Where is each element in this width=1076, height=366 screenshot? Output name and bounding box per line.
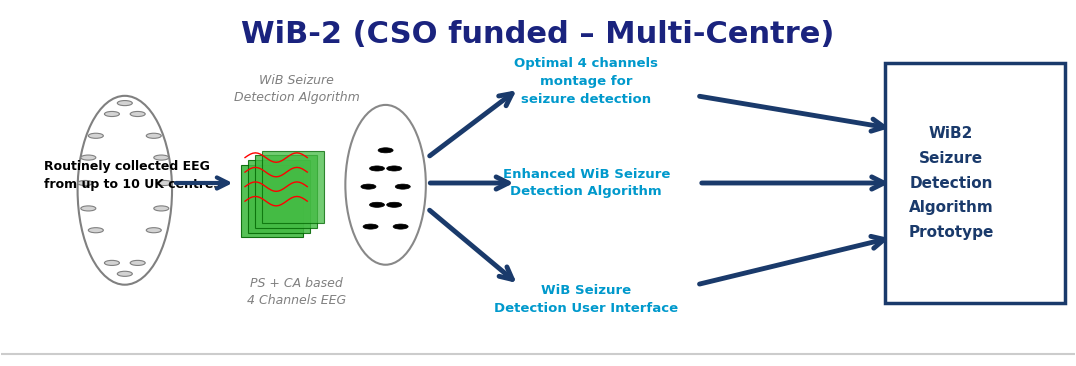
Text: WiB2
Seizure
Detection
Algorithm
Prototype: WiB2 Seizure Detection Algorithm Prototy… — [908, 126, 994, 240]
Text: PS + CA based
4 Channels EEG: PS + CA based 4 Channels EEG — [247, 277, 346, 307]
Circle shape — [386, 202, 401, 207]
Circle shape — [77, 180, 93, 186]
Circle shape — [88, 133, 103, 138]
FancyBboxPatch shape — [261, 151, 324, 223]
Circle shape — [378, 148, 393, 153]
Circle shape — [157, 180, 172, 186]
FancyBboxPatch shape — [241, 165, 303, 238]
Text: WiB Seizure
Detection Algorithm: WiB Seizure Detection Algorithm — [233, 74, 359, 104]
FancyBboxPatch shape — [255, 156, 317, 228]
Circle shape — [104, 260, 119, 265]
Circle shape — [88, 228, 103, 233]
Circle shape — [81, 155, 96, 160]
Circle shape — [104, 111, 119, 116]
Circle shape — [117, 271, 132, 276]
Circle shape — [393, 224, 408, 229]
Text: WiB-2 (CSO funded – Multi-Centre): WiB-2 (CSO funded – Multi-Centre) — [241, 19, 835, 49]
FancyBboxPatch shape — [247, 160, 310, 233]
Text: Enhanced WiB Seizure
Detection Algorithm: Enhanced WiB Seizure Detection Algorithm — [502, 168, 670, 198]
Circle shape — [363, 224, 378, 229]
Circle shape — [360, 184, 376, 189]
Circle shape — [146, 228, 161, 233]
Text: Optimal 4 channels
montage for
seizure detection: Optimal 4 channels montage for seizure d… — [514, 57, 659, 106]
Circle shape — [81, 206, 96, 211]
Circle shape — [386, 166, 401, 171]
Circle shape — [154, 155, 169, 160]
Circle shape — [369, 166, 384, 171]
Circle shape — [130, 260, 145, 265]
Circle shape — [130, 111, 145, 116]
Circle shape — [117, 101, 132, 106]
Text: Routinely collected EEG
from up to 10 UK centres: Routinely collected EEG from up to 10 UK… — [44, 160, 222, 191]
Circle shape — [395, 184, 410, 189]
Text: WiB Seizure
Detection User Interface: WiB Seizure Detection User Interface — [494, 284, 678, 315]
Circle shape — [146, 133, 161, 138]
Circle shape — [369, 202, 384, 207]
Circle shape — [154, 206, 169, 211]
FancyBboxPatch shape — [884, 63, 1065, 303]
